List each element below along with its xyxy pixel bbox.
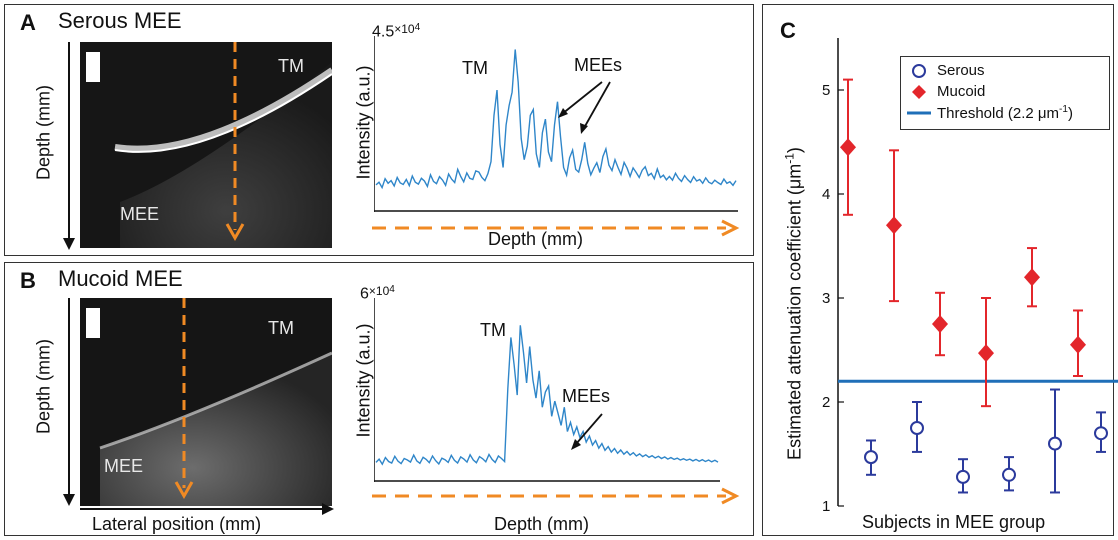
panel-b-profile-ylabel: Intensity (a.u.) — [353, 323, 374, 438]
serous-point — [1002, 467, 1016, 482]
panel-c-xlabel: Subjects in MEE group — [862, 512, 1046, 532]
panel-a-depth-arrow — [63, 42, 75, 250]
intensity-line — [375, 49, 737, 190]
panel-b-scale-bar — [86, 308, 100, 338]
panel-b-mee-label: MEE — [104, 456, 144, 476]
panel-c-scatter-plot: 1 2 3 4 5 — [822, 38, 1118, 515]
panel-a-letter: A — [20, 10, 36, 35]
mucoid-point — [886, 216, 902, 235]
serous-point — [1048, 436, 1062, 451]
panel-a-title: Serous MEE — [58, 8, 182, 33]
panel-a-tm-annotation: TM — [462, 58, 488, 78]
panel-b-profile-axes — [374, 298, 720, 482]
panel-a-scale-bar — [86, 52, 100, 82]
panel-c-letter: C — [780, 18, 796, 43]
panel-a-depth-arrow-dashed — [372, 219, 740, 237]
y-tick-label: 3 — [822, 290, 830, 307]
panel-c-ylabel-sup: -1 — [782, 153, 797, 164]
panel-c-legend: Serous Mucoid Threshold (2.2 μm-1) — [900, 56, 1110, 130]
serous-point — [1094, 426, 1108, 441]
legend-row-serous: Serous — [907, 60, 1103, 81]
serous-point — [956, 469, 970, 484]
serous-point — [864, 450, 878, 465]
panel-b-mees-annotation: MEEs — [562, 386, 611, 406]
panel-b-oct-drawing — [80, 298, 332, 506]
mucoid-point — [1070, 335, 1086, 354]
panel-b-profile-xlabel: Depth (mm) — [494, 514, 590, 534]
y-tick-label: 1 — [822, 498, 830, 515]
legend-threshold-label: Threshold (2.2 μm-1) — [937, 104, 1073, 122]
legend-mucoid-label: Mucoid — [937, 83, 986, 100]
panel-a-tm-label: TM — [278, 56, 304, 76]
panel-b-intensity-trace — [375, 325, 719, 466]
panel-b-scale-value: 6 — [360, 285, 369, 303]
panel-b-scale-label: 6×104 — [360, 284, 395, 303]
panel-b-title: Mucoid MEE — [58, 266, 183, 291]
panel-a-intensity-trace — [375, 49, 737, 190]
panel-a-mee-label: MEE — [120, 204, 160, 224]
panel-b-scale-pow: 4 — [389, 284, 395, 295]
mucoid-point — [978, 344, 994, 363]
panel-a-oct-image — [80, 42, 332, 248]
y-tick-label: 5 — [822, 82, 830, 99]
panel-b-mees-pointer-arrow — [571, 413, 603, 450]
panel-a-profile-xlabel: Depth (mm) — [488, 229, 584, 249]
panel-a-image-ylabel: Depth (mm) — [33, 85, 54, 181]
y-tick-label: 4 — [822, 186, 830, 203]
panel-b-depth-arrow — [63, 298, 75, 506]
panel-b-lateral-arrow — [80, 503, 334, 515]
mucoid-point — [1024, 268, 1040, 287]
legend-diamond-icon — [907, 84, 931, 100]
legend-serous-label: Serous — [937, 62, 985, 79]
panel-a-scale-exp: ×10 — [394, 22, 415, 36]
intensity-line — [375, 325, 719, 466]
panel-b-depth-arrow-dashed — [372, 487, 740, 505]
panel-a-profile-ylabel: Intensity (a.u.) — [353, 65, 374, 180]
panel-b-tm-annotation: TM — [480, 320, 506, 340]
legend-open-circle-icon — [907, 63, 931, 79]
panel-a-mees-annotation: MEEs — [574, 55, 623, 75]
panel-a-mees-pointer-arrows — [558, 81, 611, 134]
panel-b-letter: B — [20, 268, 36, 293]
panel-b-scale-exp: ×10 — [368, 284, 390, 298]
panel-b-tm-label: TM — [268, 318, 294, 338]
mucoid-point — [932, 315, 948, 333]
panel-b-oct-image — [80, 298, 332, 506]
panel-a-scale-value: 4.5 — [372, 23, 395, 41]
legend-line-icon — [907, 108, 931, 118]
legend-threshold-text: Threshold (2.2 μm — [937, 104, 1060, 122]
panel-a-scale-pow: 4 — [414, 22, 421, 33]
panel-b-image-ylabel: Depth (mm) — [33, 339, 54, 435]
mucoid-point — [840, 138, 856, 157]
y-tick-label: 2 — [822, 394, 830, 411]
legend-threshold-sup: -1 — [1059, 103, 1068, 115]
panel-a-profile-axes — [374, 36, 738, 212]
legend-threshold-suffix: ) — [1067, 104, 1073, 122]
serous-point — [910, 421, 924, 435]
panel-a-scale-label: 4.5×104 — [372, 22, 420, 41]
panel-b-image-xlabel: Lateral position (mm) — [92, 514, 262, 534]
legend-row-threshold: Threshold (2.2 μm-1) — [907, 102, 1103, 123]
legend-row-mucoid: Mucoid — [907, 81, 1103, 102]
panel-a-oct-drawing — [80, 42, 332, 248]
